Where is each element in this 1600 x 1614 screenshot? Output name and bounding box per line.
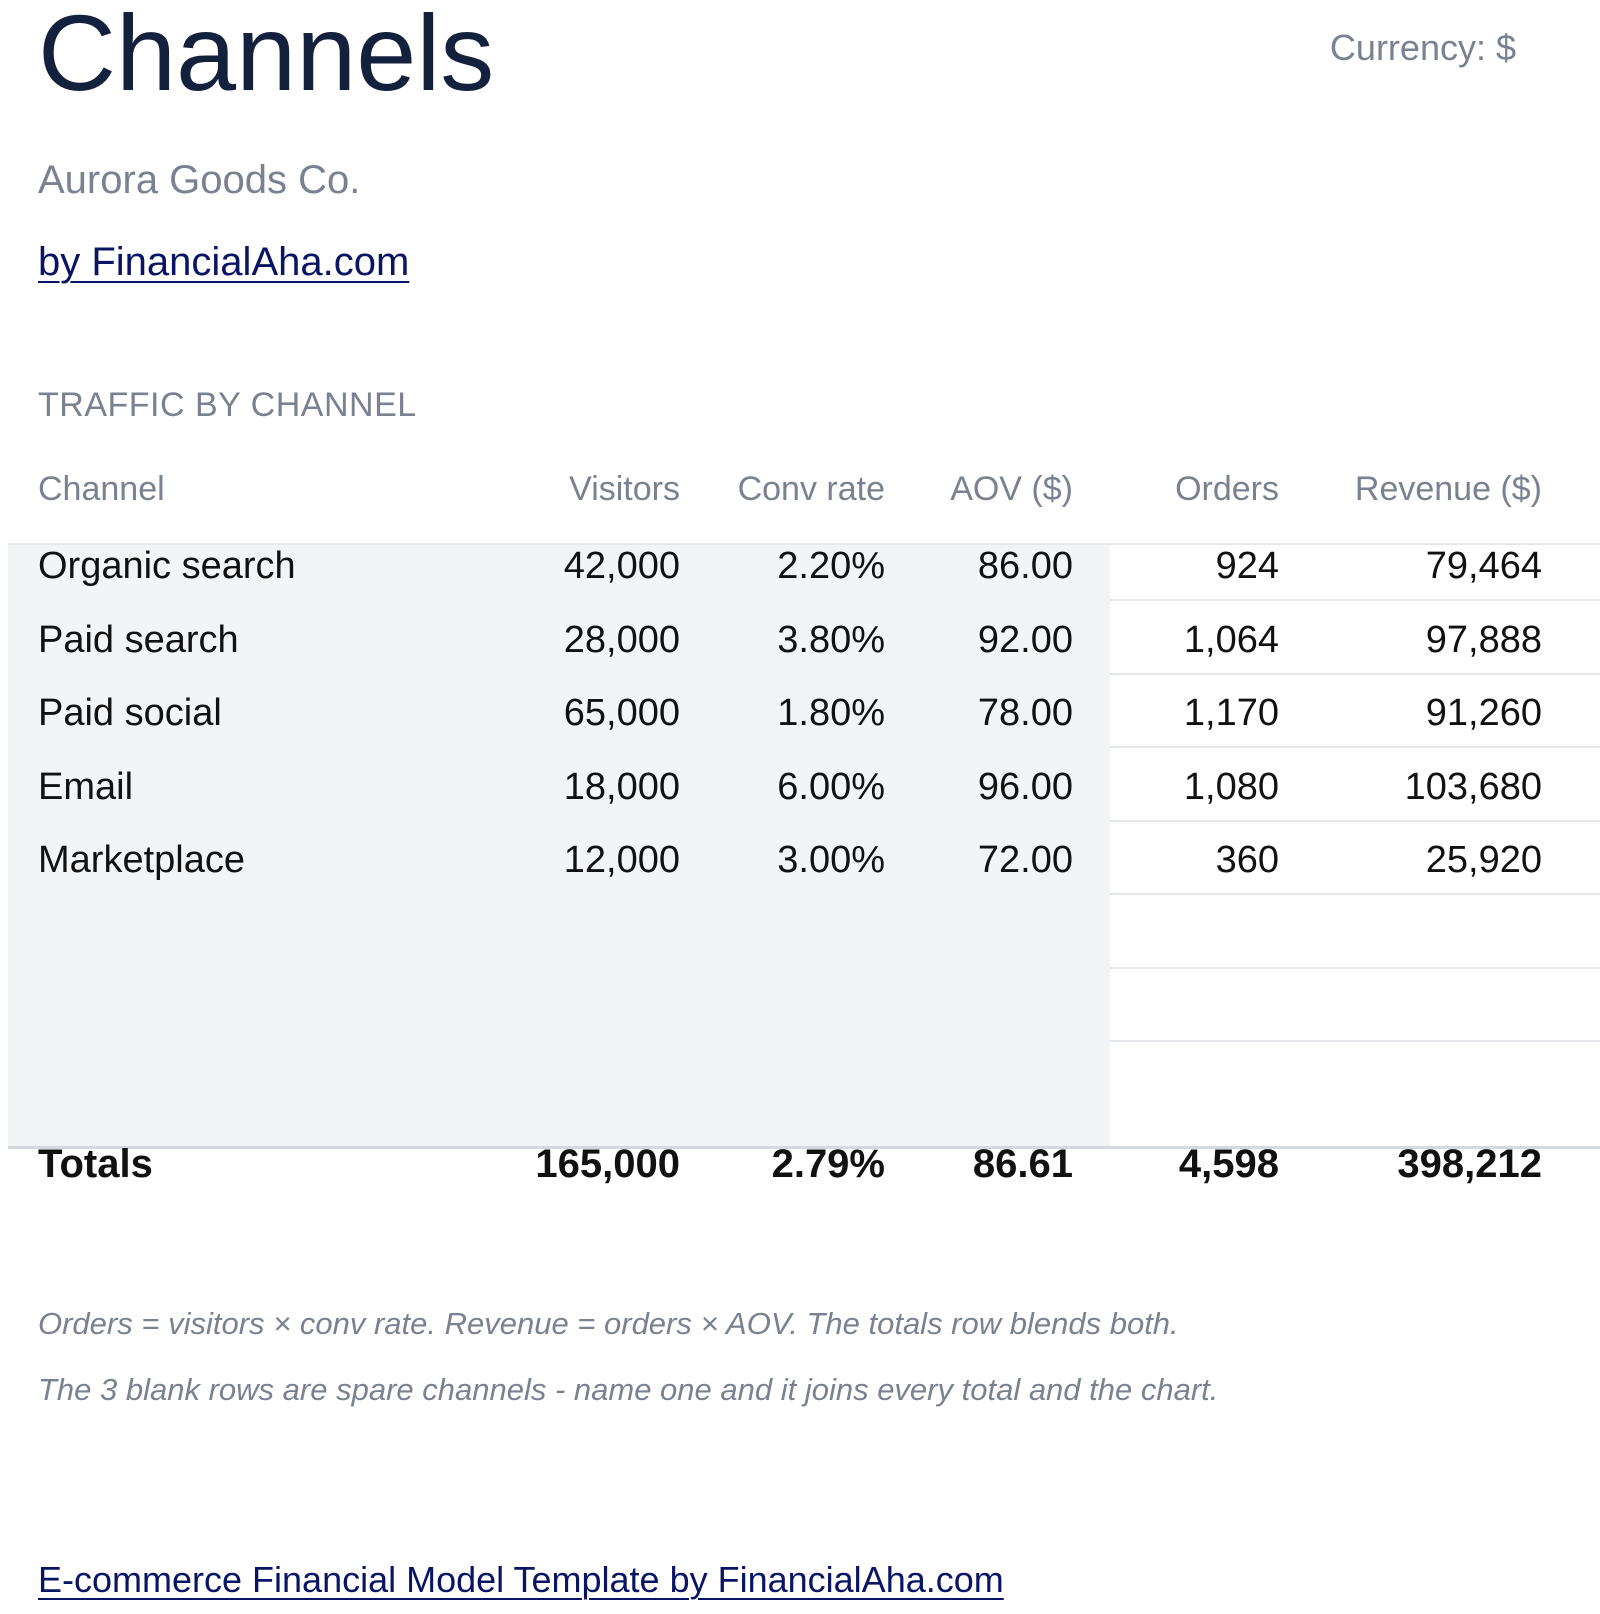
row-divider [1110, 599, 1600, 601]
row-divider [1110, 1040, 1600, 1042]
orders-cell: 1,170 [1183, 692, 1279, 734]
col-header-aov: AOV ($) [950, 470, 1073, 508]
orders-cell: 1,080 [1183, 766, 1279, 808]
channel-name-cell[interactable]: Marketplace [38, 839, 245, 881]
totals-label: Totals [38, 1142, 153, 1186]
orders-cell: 924 [1215, 545, 1279, 587]
totals-conv-rate: 2.79% [771, 1142, 885, 1186]
orders-cell: 360 [1215, 839, 1279, 881]
aov-cell[interactable]: 72.00 [977, 839, 1073, 881]
revenue-cell: 91,260 [1425, 692, 1542, 734]
col-header-channel: Channel [38, 470, 165, 508]
revenue-cell: 25,920 [1425, 839, 1542, 881]
row-divider [1110, 673, 1600, 675]
currency-label: Currency: $ [1329, 27, 1516, 68]
conv-rate-cell[interactable]: 1.80% [777, 692, 885, 734]
col-header-visitors: Visitors [569, 470, 680, 508]
row-divider [1110, 746, 1600, 748]
channel-name-cell[interactable]: Paid social [38, 692, 222, 734]
conv-rate-cell[interactable]: 3.00% [777, 839, 885, 881]
totals-aov: 86.61 [972, 1142, 1073, 1186]
input-area-shading [8, 545, 1110, 1147]
section-title: TRAFFIC BY CHANNEL [38, 386, 417, 424]
orders-cell: 1,064 [1183, 619, 1279, 661]
col-header-orders: Orders [1175, 470, 1279, 508]
conv-rate-cell[interactable]: 2.20% [777, 545, 885, 587]
aov-cell[interactable]: 92.00 [977, 619, 1073, 661]
row-divider [1110, 967, 1600, 969]
row-divider [1110, 893, 1600, 895]
totals-orders: 4,598 [1178, 1142, 1279, 1186]
col-header-conv-rate: Conv rate [737, 470, 885, 508]
header-divider [8, 543, 1600, 545]
visitors-cell[interactable]: 12,000 [563, 839, 680, 881]
revenue-cell: 79,464 [1425, 545, 1542, 587]
aov-cell[interactable]: 86.00 [977, 545, 1073, 587]
visitors-cell[interactable]: 42,000 [563, 545, 680, 587]
company-name: Aurora Goods Co. [38, 158, 361, 202]
footer-link[interactable]: E-commerce Financial Model Template by F… [38, 1559, 1004, 1600]
col-header-revenue: Revenue ($) [1354, 470, 1542, 508]
conv-rate-cell[interactable]: 3.80% [777, 619, 885, 661]
revenue-cell: 103,680 [1404, 766, 1542, 808]
visitors-cell[interactable]: 18,000 [563, 766, 680, 808]
visitors-cell[interactable]: 28,000 [563, 619, 680, 661]
note-spare-rows: The 3 blank rows are spare channels - na… [38, 1372, 1219, 1407]
aov-cell[interactable]: 96.00 [977, 766, 1073, 808]
conv-rate-cell[interactable]: 6.00% [777, 766, 885, 808]
totals-revenue: 398,212 [1397, 1142, 1542, 1186]
totals-visitors: 165,000 [535, 1142, 680, 1186]
byline-link[interactable]: by FinancialAha.com [38, 240, 410, 284]
visitors-cell[interactable]: 65,000 [563, 692, 680, 734]
page-title: Channels [38, 0, 495, 113]
totals-divider [8, 1146, 1600, 1149]
aov-cell[interactable]: 78.00 [977, 692, 1073, 734]
channel-name-cell[interactable]: Paid search [38, 619, 239, 661]
revenue-cell: 97,888 [1425, 619, 1542, 661]
channel-name-cell[interactable]: Organic search [38, 545, 296, 587]
note-formula: Orders = visitors × conv rate. Revenue =… [38, 1306, 1179, 1341]
channel-name-cell[interactable]: Email [38, 766, 134, 808]
row-divider [1110, 820, 1600, 822]
